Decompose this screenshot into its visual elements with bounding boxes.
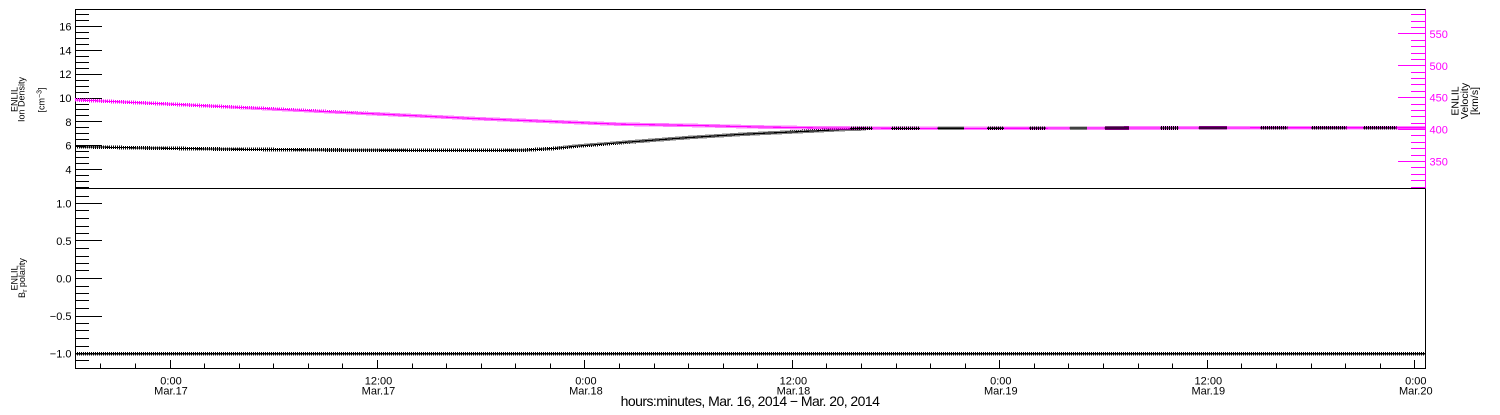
svg-text:Velocity: Velocity bbox=[1459, 82, 1471, 119]
svg-text:0:00: 0:00 bbox=[160, 376, 181, 388]
svg-text:Mar.20: Mar.20 bbox=[1399, 386, 1433, 398]
svg-text:12:00: 12:00 bbox=[365, 376, 393, 388]
svg-text:16: 16 bbox=[59, 22, 71, 34]
svg-text:ENLIL: ENLIL bbox=[1450, 86, 1462, 115]
svg-text:Mar.19: Mar.19 bbox=[984, 386, 1018, 398]
svg-text:Mar.19: Mar.19 bbox=[1191, 386, 1225, 398]
svg-text:Ion Density: Ion Density bbox=[17, 76, 27, 122]
svg-text:400: 400 bbox=[1430, 125, 1448, 137]
svg-text:0.0: 0.0 bbox=[56, 274, 71, 286]
svg-text:0:00: 0:00 bbox=[1405, 376, 1426, 388]
svg-text:Mar.18: Mar.18 bbox=[569, 386, 603, 398]
svg-text:10: 10 bbox=[59, 93, 71, 105]
svg-text:−1.0: −1.0 bbox=[50, 349, 72, 361]
svg-text:4: 4 bbox=[65, 165, 71, 177]
svg-text:[km/s]: [km/s] bbox=[1469, 87, 1481, 115]
svg-text:Mar.18: Mar.18 bbox=[777, 386, 811, 398]
svg-text:ENLIL: ENLIL bbox=[10, 265, 20, 290]
svg-text:6: 6 bbox=[65, 141, 71, 153]
svg-text:550: 550 bbox=[1430, 29, 1448, 41]
svg-text:1.0: 1.0 bbox=[56, 199, 71, 211]
svg-text:450: 450 bbox=[1430, 93, 1448, 105]
svg-text:−0.5: −0.5 bbox=[50, 311, 72, 323]
svg-text:0:00: 0:00 bbox=[575, 376, 596, 388]
svg-text:0.5: 0.5 bbox=[56, 236, 71, 248]
svg-text:8: 8 bbox=[65, 117, 71, 129]
svg-text:Mar.17: Mar.17 bbox=[362, 386, 396, 398]
svg-text:14: 14 bbox=[59, 45, 71, 57]
svg-text:12:00: 12:00 bbox=[780, 376, 808, 388]
svg-text:350: 350 bbox=[1430, 157, 1448, 169]
svg-text:0:00: 0:00 bbox=[990, 376, 1011, 388]
svg-text:12: 12 bbox=[59, 69, 71, 81]
svg-text:12:00: 12:00 bbox=[1195, 376, 1223, 388]
svg-text:ENLIL: ENLIL bbox=[10, 87, 20, 112]
svg-text:hours:minutes, Mar. 16, 2014 −: hours:minutes, Mar. 16, 2014 − Mar. 20, … bbox=[621, 393, 880, 409]
svg-text:500: 500 bbox=[1430, 61, 1448, 73]
svg-text:Mar.17: Mar.17 bbox=[154, 386, 188, 398]
svg-text:[cm−3]: [cm−3] bbox=[36, 88, 46, 113]
svg-text:Br polarity: Br polarity bbox=[17, 258, 29, 298]
